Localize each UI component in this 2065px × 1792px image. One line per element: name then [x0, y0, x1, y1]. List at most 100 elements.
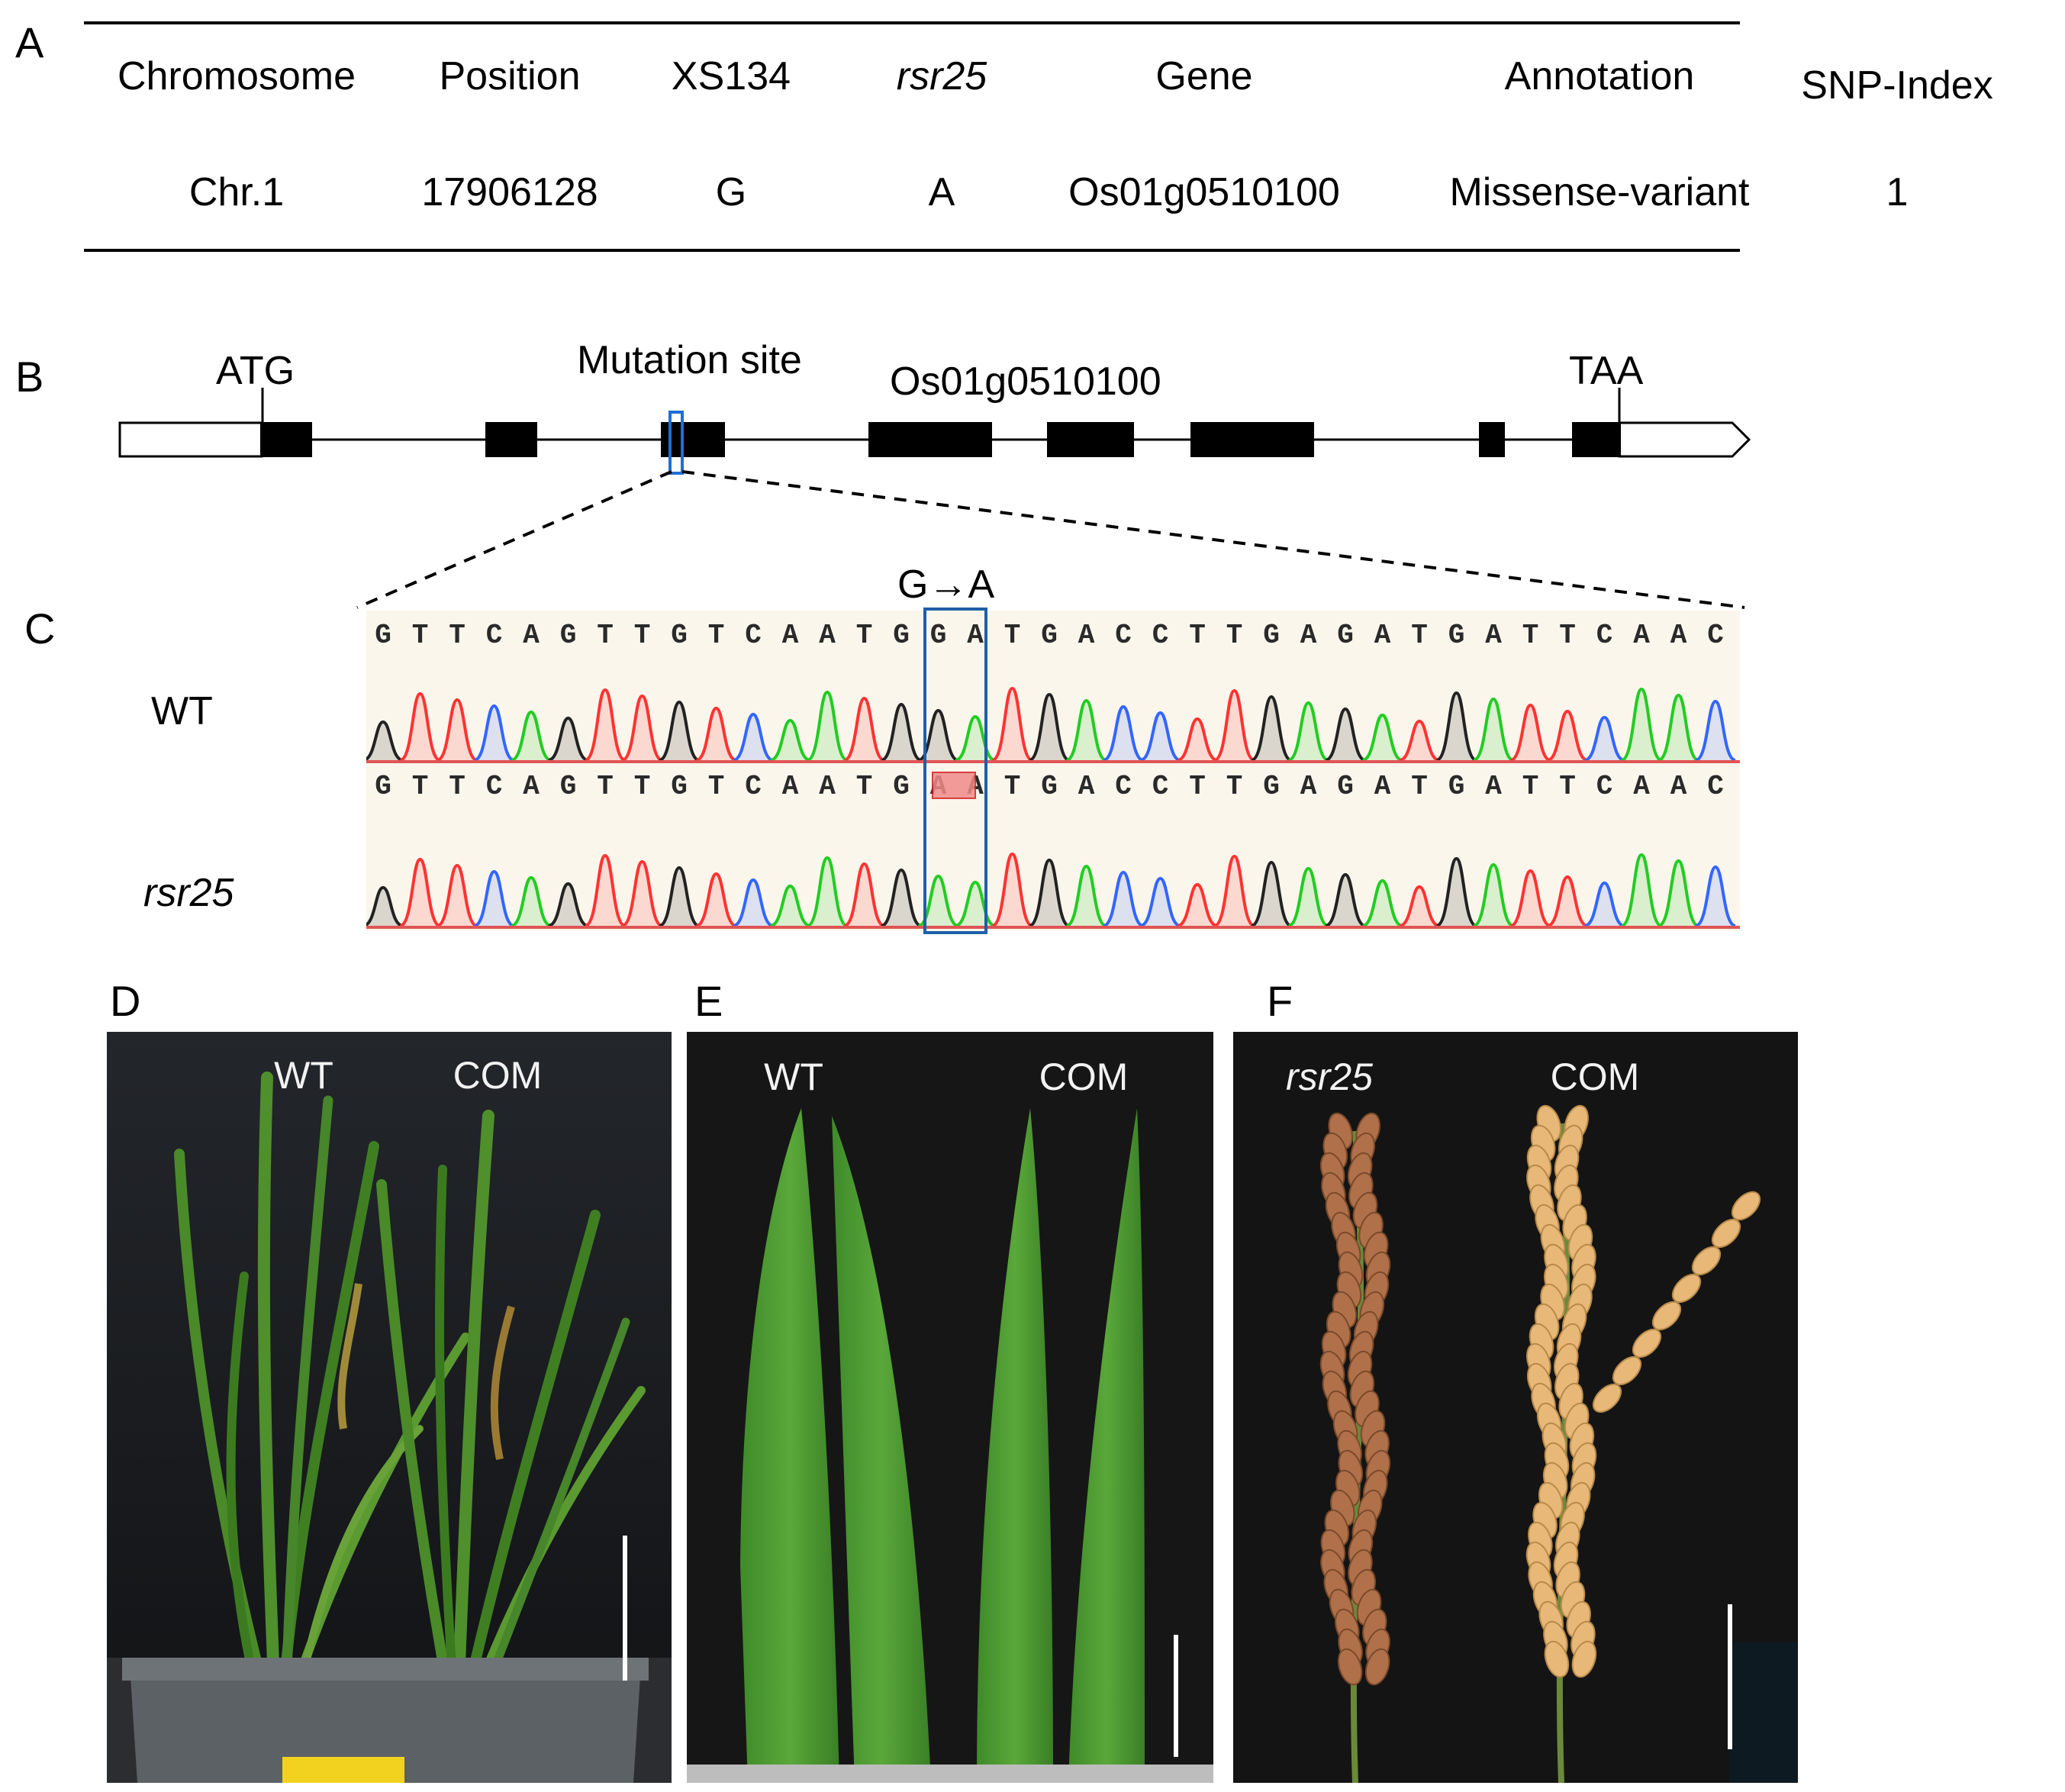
mutant-base-27: A [1374, 771, 1391, 802]
wt-base-21: C [1152, 620, 1169, 651]
wt-peak-30 [1473, 697, 1514, 762]
wt-peak-3 [473, 704, 515, 762]
mutant-peak-22 [1177, 882, 1218, 927]
exon-5 [1047, 422, 1134, 457]
grain-branch-3 [1651, 1300, 1682, 1331]
mutant-peak-34 [1621, 852, 1662, 927]
photo-d-label-left: WT [274, 1054, 333, 1097]
wt-peak-14 [881, 702, 922, 762]
header-annotation: Annotation [1504, 54, 1695, 98]
wt-base-20: C [1115, 620, 1132, 651]
wt-base-13: T [856, 620, 873, 651]
wt-peak-22 [1177, 717, 1218, 762]
gene-name-label: Os01g0510100 [890, 359, 1161, 404]
wt-peak-9 [695, 706, 737, 762]
wt-peak-31 [1509, 703, 1551, 762]
mutant-peak-8 [659, 865, 700, 927]
mutant-peak-17 [991, 852, 1033, 927]
wt-base-11: A [782, 620, 799, 651]
mutant-peak-28 [1399, 885, 1440, 927]
exon-2 [485, 422, 537, 457]
start-codon-label: ATG [216, 349, 295, 393]
mutant-base-25: A [1300, 771, 1317, 802]
wt-base-33: C [1596, 620, 1613, 651]
mutant-peak-30 [1473, 862, 1514, 927]
mutant-peak-27 [1361, 878, 1403, 927]
wt-peak-26 [1325, 707, 1366, 762]
mutant-base-4: A [523, 771, 540, 802]
exon-4 [868, 422, 992, 457]
panicle-com [1525, 1104, 1761, 1783]
utr-3prime [1618, 421, 1751, 458]
mutant-base-21: C [1152, 771, 1169, 802]
wt-peak-23 [1213, 688, 1255, 762]
mutant-track-label: rsr25 [143, 871, 234, 915]
mutant-base-22: T [1189, 771, 1206, 802]
wt-peak-10 [733, 712, 774, 762]
header-snp-index: SNP-Index [1801, 63, 1993, 108]
mutation-column-box [923, 608, 987, 934]
header-gene: Gene [1155, 54, 1253, 98]
mutant-base-19: A [1078, 771, 1095, 802]
wt-base-9: T [708, 620, 725, 651]
grain-branch-5 [1691, 1246, 1722, 1276]
panicle-rsr25 [1319, 1112, 1391, 1783]
gene-structure-diagram [118, 388, 1751, 475]
wt-base-0: G [375, 620, 391, 651]
mutant-base-0: G [375, 771, 391, 802]
mutant-peak-12 [807, 856, 848, 927]
mutant-base-7: T [634, 771, 651, 802]
cell-position: 17906128 [421, 170, 598, 214]
grain-branch-7 [1731, 1191, 1761, 1221]
wt-peak-19 [1065, 698, 1107, 762]
wt-peak-6 [585, 688, 626, 762]
mutant-peak-25 [1287, 866, 1329, 927]
wt-peak-36 [1695, 699, 1736, 762]
wt-peak-0 [366, 720, 404, 762]
mutant-base-35: A [1670, 771, 1687, 802]
cell-annotation: Missense-variant [1449, 170, 1750, 214]
mutant-base-14: G [893, 771, 910, 802]
mutant-track: GTTCAGTTGTCAATGAATGACCTTGAGATGATTCAAC [366, 771, 1736, 927]
mutant-peak-5 [547, 881, 589, 927]
grain-54 [1544, 1640, 1570, 1678]
utr-5prime [118, 421, 263, 458]
header-position: Position [439, 54, 581, 98]
wt-base-8: G [671, 620, 688, 651]
wt-peak-11 [769, 718, 811, 762]
wt-peak-32 [1547, 709, 1588, 762]
mutant-base-26: G [1337, 771, 1354, 802]
wt-base-29: G [1448, 620, 1465, 651]
mutant-peak-13 [843, 862, 885, 927]
wt-base-24: G [1263, 620, 1280, 651]
wt-base-1: T [412, 620, 429, 651]
wt-base-36: C [1707, 620, 1724, 651]
wt-base-31: T [1522, 620, 1539, 651]
wt-base-22: T [1189, 620, 1206, 651]
mutant-base-9: T [708, 771, 725, 802]
wt-base-27: A [1374, 620, 1391, 651]
exon-1 [260, 422, 312, 457]
header-xs134: XS134 [671, 54, 791, 98]
zoom-lines [356, 470, 1745, 609]
mutant-base-6: T [597, 771, 614, 802]
mutant-peak-23 [1213, 854, 1255, 927]
wt-base-14: G [893, 620, 910, 651]
exon-8 [1572, 422, 1621, 457]
photo-d-label-right: COM [453, 1054, 543, 1097]
mutation-highlight [932, 772, 976, 799]
wt-peak-1 [399, 691, 441, 762]
wt-peak-25 [1287, 701, 1329, 762]
wt-peak-21 [1139, 711, 1181, 762]
mutant-base-17: T [1004, 771, 1021, 802]
mutant-base-29: G [1448, 771, 1465, 802]
mutant-base-23: T [1226, 771, 1243, 802]
wt-peak-35 [1657, 693, 1699, 762]
wt-base-18: G [1041, 620, 1058, 651]
wt-peak-4 [511, 710, 552, 762]
mutant-peak-21 [1139, 876, 1181, 927]
cell-chromosome: Chr.1 [188, 170, 285, 214]
photo-f-label-left: rsr25 [1286, 1056, 1373, 1098]
